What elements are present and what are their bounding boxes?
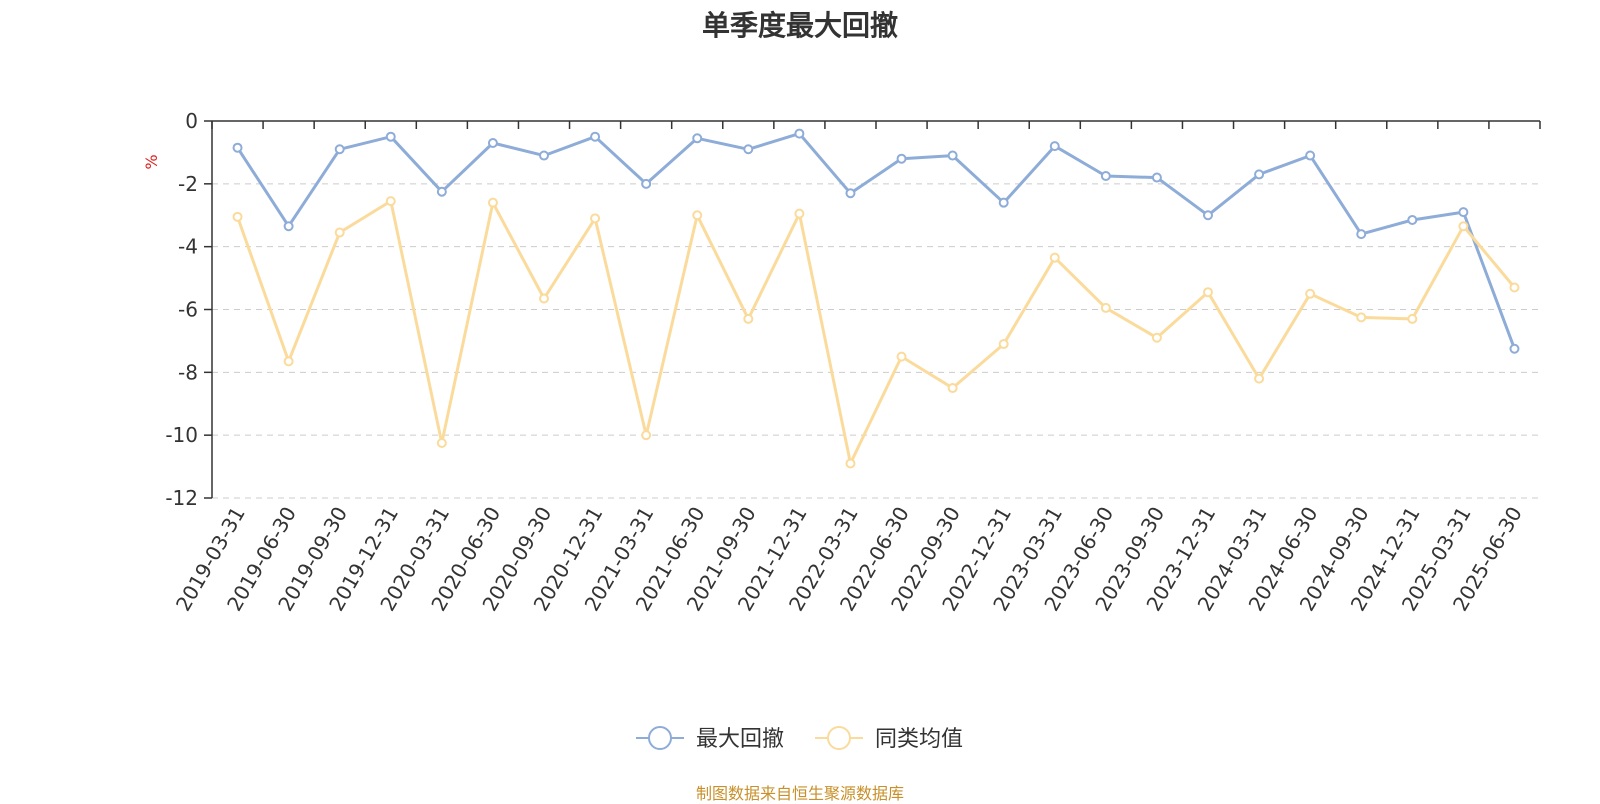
grid-lines (212, 183, 1540, 499)
data-point (1049, 252, 1060, 263)
data-point (1458, 221, 1469, 232)
series-lines (232, 128, 1520, 469)
data-point (947, 150, 958, 161)
data-point (794, 208, 805, 219)
data-point (1407, 214, 1418, 225)
legend-marker (648, 726, 672, 750)
data-point (1203, 210, 1213, 221)
data-point (641, 430, 652, 441)
data-point (692, 133, 703, 144)
data-point (1356, 312, 1367, 323)
data-point (487, 197, 498, 208)
data-point (1509, 282, 1520, 293)
data-point (896, 153, 907, 164)
data-point (436, 438, 447, 449)
data-point (487, 137, 498, 148)
data-point (283, 356, 294, 367)
data-point (539, 150, 549, 161)
data-point (283, 221, 294, 232)
line-chart: 0-2-4-6-8-10-122019-03-312019-06-302019-… (142, 109, 1541, 752)
data-point (743, 144, 754, 155)
data-point (334, 144, 345, 155)
legend-label: 同类均值 (875, 727, 963, 752)
data-point (998, 197, 1009, 208)
y-tick-label: -8 (178, 360, 198, 384)
data-source-note: 制图数据来自恒生聚源数据库 (695, 784, 904, 803)
data-point (896, 351, 907, 362)
y-axis-unit: % (142, 154, 161, 169)
series-line (236, 199, 1516, 465)
data-point (1049, 141, 1060, 152)
chart-title: 单季度最大回撤 (701, 9, 898, 42)
legend-item-1[interactable]: 最大回撤 (636, 726, 784, 752)
y-tick-label: 0 (185, 109, 198, 133)
data-point (743, 313, 754, 324)
data-point (1100, 302, 1111, 313)
data-point (845, 458, 856, 469)
data-point (1151, 172, 1162, 183)
legend-marker (827, 726, 851, 750)
legend[interactable]: 最大回撤 同类均值 (636, 726, 963, 752)
data-point (998, 339, 1009, 350)
data-point (1458, 207, 1469, 218)
data-point (590, 213, 601, 224)
data-point (1509, 343, 1520, 354)
data-point (845, 188, 856, 199)
data-point (539, 293, 549, 304)
data-point (385, 131, 396, 142)
data-point (1203, 287, 1213, 298)
data-point (947, 383, 958, 394)
data-point (1305, 288, 1316, 299)
legend-label: 最大回撤 (696, 727, 784, 752)
y-tick-label: -12 (165, 486, 198, 510)
y-tick-label: -10 (165, 423, 198, 447)
data-point (1407, 313, 1418, 324)
y-tick-label: -6 (178, 298, 198, 322)
data-point (1100, 170, 1111, 181)
data-point (232, 142, 243, 153)
y-tick-label: -2 (178, 172, 198, 196)
data-point (794, 128, 805, 139)
legend-item-2[interactable]: 同类均值 (815, 726, 963, 752)
data-point (1356, 229, 1367, 240)
y-tick-label: -4 (178, 235, 198, 259)
data-point (1254, 373, 1265, 384)
data-point (1151, 332, 1162, 343)
data-point (641, 178, 652, 189)
series-line (236, 132, 1516, 350)
data-point (590, 131, 601, 142)
data-point (1305, 150, 1316, 161)
data-point (436, 186, 447, 197)
data-point (1254, 169, 1265, 180)
series-2 (232, 196, 1520, 469)
data-point (385, 196, 396, 207)
series-1 (232, 128, 1520, 354)
data-point (692, 210, 703, 221)
data-point (232, 211, 243, 222)
data-point (334, 227, 345, 238)
